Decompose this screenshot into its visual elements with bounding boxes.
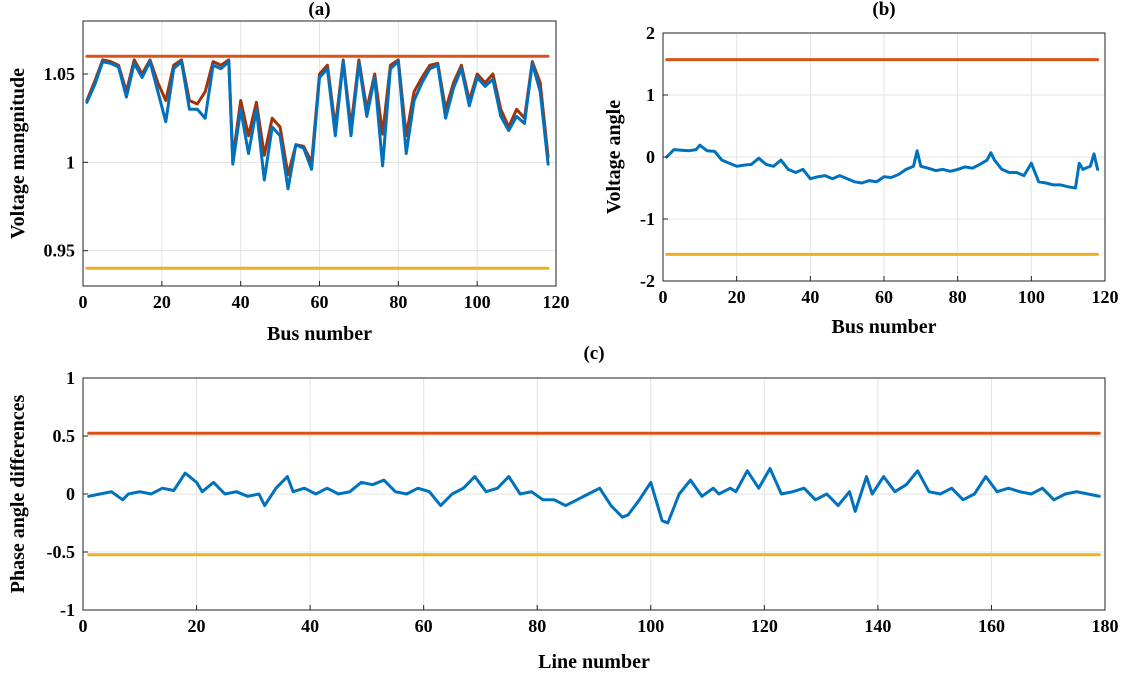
x-tick-label: 180 bbox=[1092, 616, 1119, 636]
y-axis-label: Phase angle differences bbox=[7, 395, 29, 594]
x-tick-label: 0 bbox=[659, 287, 668, 307]
y-tick-label: -1 bbox=[60, 600, 75, 620]
x-tick-label: 120 bbox=[1092, 287, 1119, 307]
x-tick-label: 100 bbox=[464, 292, 491, 312]
y-tick-label: 1 bbox=[66, 368, 75, 388]
x-axis-label: Bus number bbox=[831, 316, 936, 338]
x-axis-label: Line number bbox=[538, 651, 650, 673]
x-tick-label: 40 bbox=[232, 292, 250, 312]
x-tick-label: 120 bbox=[751, 616, 778, 636]
x-tick-label: 100 bbox=[637, 616, 664, 636]
y-tick-label: -2 bbox=[640, 271, 655, 291]
chart-title: (b) bbox=[872, 0, 895, 20]
x-tick-label: 60 bbox=[875, 287, 893, 307]
x-tick-label: 0 bbox=[79, 292, 88, 312]
y-tick-label: 0.5 bbox=[53, 426, 76, 446]
x-tick-label: 160 bbox=[978, 616, 1005, 636]
x-tick-label: 40 bbox=[801, 287, 819, 307]
x-tick-label: 60 bbox=[415, 616, 433, 636]
y-tick-label: -0.5 bbox=[47, 542, 76, 562]
chart-panel-b: 0 20 40 60 80 100 120 -2 -1 0 1 2 (b) Bus number Volta… bbox=[603, 0, 1119, 338]
x-tick-label: 100 bbox=[1018, 287, 1045, 307]
x-tick-label: 20 bbox=[188, 616, 206, 636]
chart-panel-a: 0 20 40 60 80 100 120 0.95 1 1.05 (a) Bus number Vol… bbox=[7, 0, 570, 345]
y-axis-label: Voltage mangnitude bbox=[7, 68, 29, 239]
x-tick-label: 80 bbox=[528, 616, 546, 636]
y-tick-label: 2 bbox=[646, 23, 655, 43]
x-tick-label: 0 bbox=[79, 616, 88, 636]
x-tick-label: 80 bbox=[389, 292, 407, 312]
x-tick-label: 20 bbox=[153, 292, 171, 312]
x-tick-label: 80 bbox=[949, 287, 967, 307]
y-tick-label: 1 bbox=[66, 152, 75, 172]
y-tick-label: -1 bbox=[640, 209, 655, 229]
y-tick-label: 0.95 bbox=[44, 241, 76, 261]
y-axis-label: Voltage angle bbox=[603, 100, 625, 214]
x-tick-label: 60 bbox=[311, 292, 329, 312]
x-tick-label: 120 bbox=[543, 292, 570, 312]
y-tick-label: 0 bbox=[66, 484, 75, 504]
x-tick-label: 20 bbox=[728, 287, 746, 307]
y-tick-label: 0 bbox=[646, 147, 655, 167]
x-axis-label: Bus number bbox=[267, 323, 372, 345]
chart-title: (a) bbox=[308, 0, 330, 20]
y-tick-label: 1 bbox=[646, 85, 655, 105]
x-tick-label: 40 bbox=[301, 616, 319, 636]
y-tick-label: 1.05 bbox=[44, 64, 76, 84]
chart-title: (c) bbox=[583, 343, 604, 364]
x-tick-label: 140 bbox=[864, 616, 891, 636]
chart-panel-c: 0 20 40 60 80 100 120 140 160 180 -1 -0.5 0 0.5 1 (c) Li… bbox=[7, 343, 1119, 673]
